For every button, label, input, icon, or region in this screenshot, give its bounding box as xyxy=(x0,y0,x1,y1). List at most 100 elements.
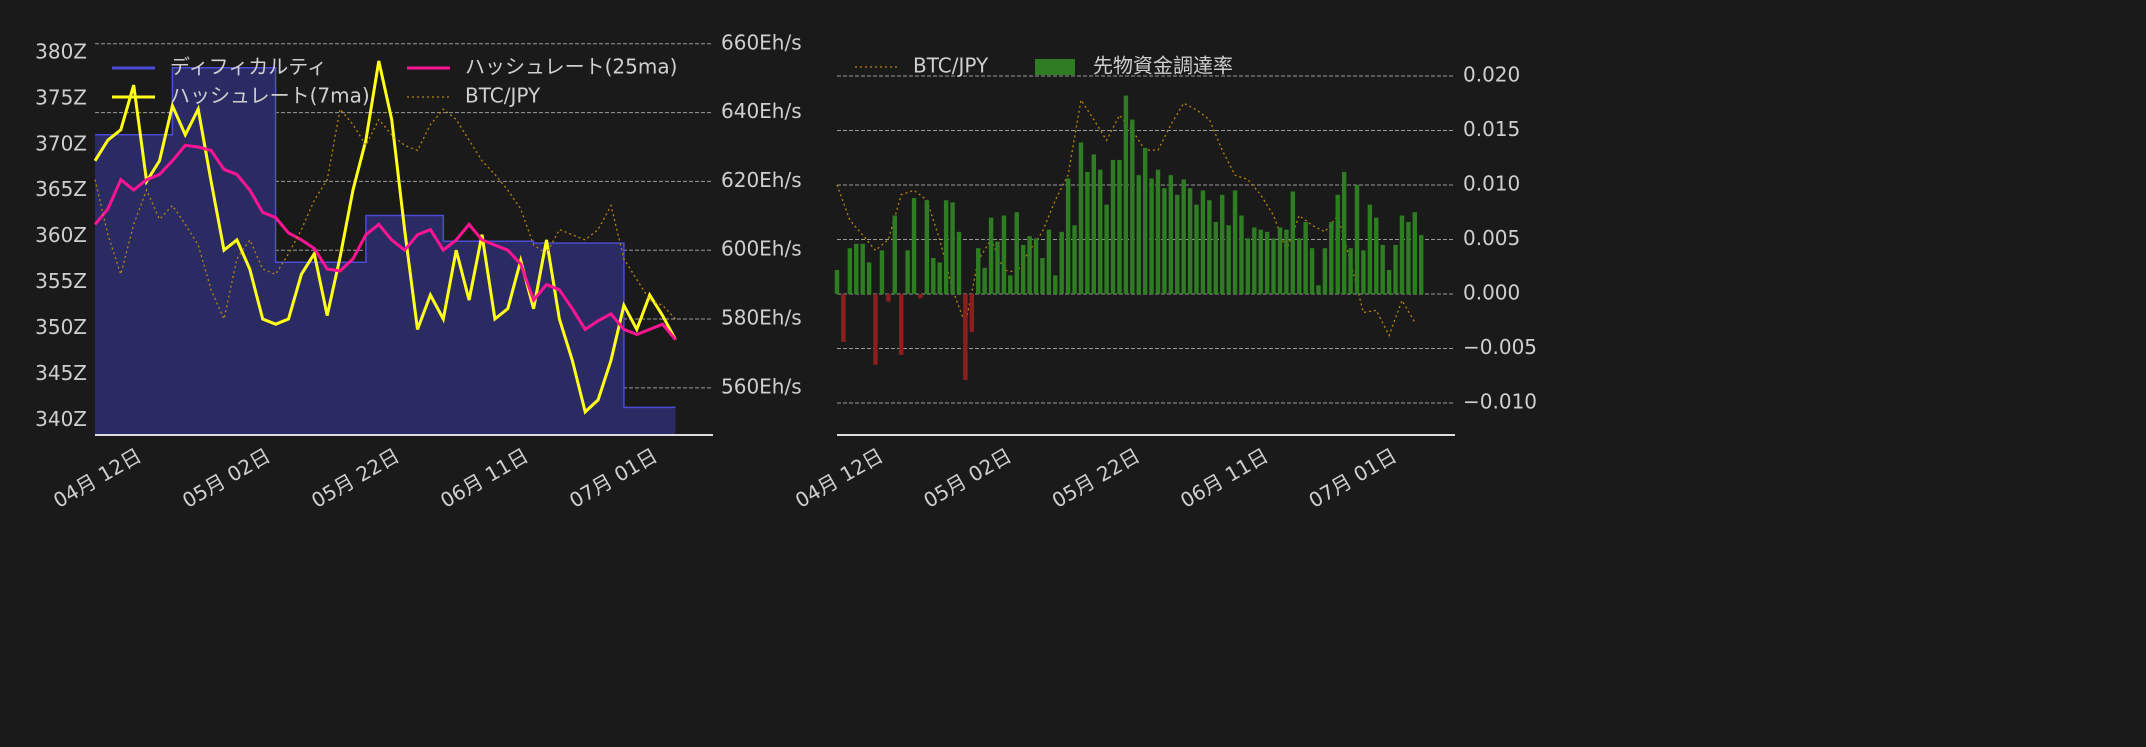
legend-label: ディフィカルティ xyxy=(170,55,327,79)
y-tick-label: 0.000 xyxy=(1463,280,1520,304)
y-tick-label: 345Z xyxy=(35,361,87,385)
bar xyxy=(1187,188,1193,294)
y-tick-label: 355Z xyxy=(35,269,87,293)
bar xyxy=(1008,275,1013,294)
bar xyxy=(1380,244,1385,294)
bar xyxy=(1335,194,1340,294)
bar xyxy=(1303,222,1308,294)
bar xyxy=(1155,169,1161,294)
series-line xyxy=(93,60,677,415)
bar xyxy=(1020,244,1026,294)
bar xyxy=(841,293,846,342)
difficulty-line xyxy=(95,66,676,409)
bar xyxy=(1361,250,1366,294)
legend-label: 先物資金調達率 xyxy=(1093,54,1233,78)
bar xyxy=(1098,169,1103,294)
y-tick-label: 375Z xyxy=(35,85,87,109)
bar xyxy=(1226,225,1231,294)
bar xyxy=(1027,236,1032,294)
legend-label: BTC/JPY xyxy=(913,54,989,78)
bar xyxy=(956,231,962,294)
bar xyxy=(1374,217,1379,294)
bar xyxy=(866,262,872,294)
bar xyxy=(1258,229,1263,294)
bar xyxy=(969,293,975,333)
bar xyxy=(892,215,897,294)
bar xyxy=(1168,175,1174,294)
bar xyxy=(1040,258,1045,294)
y2-tick-label: 600Eh/s xyxy=(721,237,802,261)
bar xyxy=(1053,275,1058,294)
bar xyxy=(937,262,942,294)
legend-swatch xyxy=(1035,59,1075,75)
bar xyxy=(1130,119,1135,294)
bar xyxy=(1284,229,1289,294)
bar xyxy=(860,243,865,294)
bar xyxy=(1419,235,1424,294)
bar xyxy=(1406,222,1411,294)
bar xyxy=(879,250,885,294)
bar xyxy=(1245,238,1251,294)
bar xyxy=(1033,238,1039,294)
bar xyxy=(1213,222,1218,294)
bar xyxy=(1142,147,1148,294)
series-line xyxy=(94,107,676,322)
bar xyxy=(1290,191,1296,294)
bar xyxy=(988,217,994,294)
y-tick-label: 350Z xyxy=(35,315,87,339)
bar xyxy=(1309,248,1315,294)
bar xyxy=(924,200,930,294)
y-tick-label: 380Z xyxy=(35,39,87,63)
bar xyxy=(1316,285,1321,294)
bar xyxy=(995,241,1000,294)
bar xyxy=(1065,178,1071,294)
series-line xyxy=(836,98,1416,338)
y2-tick-label: 620Eh/s xyxy=(721,168,802,192)
y2-tick-label: 560Eh/s xyxy=(721,374,802,398)
bar xyxy=(943,200,949,294)
bar xyxy=(1001,215,1007,294)
y2-tick-label: 640Eh/s xyxy=(721,99,802,123)
y-tick-label: 0.020 xyxy=(1463,62,1520,86)
y2-tick-label: 660Eh/s xyxy=(721,30,802,54)
y-tick-label: 0.010 xyxy=(1463,171,1520,195)
bar xyxy=(1297,238,1302,294)
bar xyxy=(1252,227,1257,294)
bar xyxy=(1329,222,1334,294)
bar xyxy=(1123,95,1129,294)
bar xyxy=(1046,229,1052,294)
bar xyxy=(1386,269,1392,294)
bar xyxy=(886,293,891,302)
bar xyxy=(1393,244,1398,294)
bar xyxy=(834,269,840,294)
bar xyxy=(1181,179,1186,294)
bar xyxy=(1367,204,1373,294)
series-line xyxy=(93,143,677,341)
bar xyxy=(1149,178,1154,294)
bar xyxy=(1341,171,1347,294)
bar xyxy=(1072,225,1077,294)
bar xyxy=(1271,238,1276,294)
bar xyxy=(1059,231,1064,294)
bar xyxy=(1117,159,1122,294)
y-tick-label: −0.010 xyxy=(1463,389,1537,413)
bar xyxy=(1277,227,1283,294)
bar xyxy=(905,250,910,294)
bar xyxy=(976,248,981,294)
bar xyxy=(1078,142,1084,294)
y-tick-label: 365Z xyxy=(35,177,87,201)
bar xyxy=(1348,248,1353,294)
bar xyxy=(847,248,853,294)
y-tick-label: 0.005 xyxy=(1463,226,1520,250)
bar xyxy=(854,243,859,294)
bar xyxy=(911,198,917,294)
bar xyxy=(1162,188,1167,294)
bar xyxy=(1412,212,1417,294)
bar xyxy=(1104,204,1109,294)
bar xyxy=(873,293,878,365)
bar xyxy=(1091,154,1096,294)
bar xyxy=(1200,190,1206,294)
bar xyxy=(1354,184,1360,294)
bar xyxy=(1264,231,1270,294)
bar xyxy=(1322,248,1328,294)
